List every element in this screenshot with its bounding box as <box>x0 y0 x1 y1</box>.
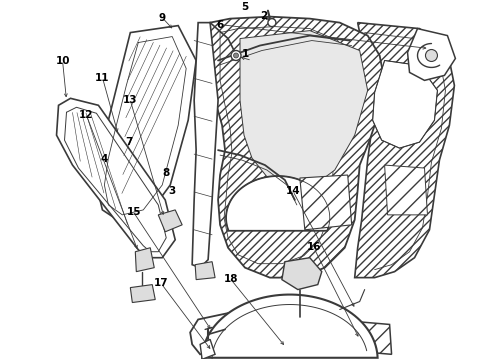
Polygon shape <box>208 17 385 278</box>
Text: 11: 11 <box>95 73 110 83</box>
Polygon shape <box>200 339 215 359</box>
Text: 17: 17 <box>154 278 168 288</box>
Text: 15: 15 <box>126 207 141 217</box>
Text: 12: 12 <box>79 110 94 120</box>
Polygon shape <box>130 285 155 302</box>
Text: 9: 9 <box>158 13 166 23</box>
Polygon shape <box>192 23 218 268</box>
Text: 18: 18 <box>224 274 239 284</box>
Polygon shape <box>135 248 154 272</box>
Text: 4: 4 <box>100 154 108 164</box>
Polygon shape <box>355 23 454 278</box>
Circle shape <box>231 50 241 60</box>
Polygon shape <box>97 26 196 222</box>
Text: 13: 13 <box>123 95 137 105</box>
Text: 2: 2 <box>260 11 267 21</box>
Polygon shape <box>300 175 352 230</box>
Circle shape <box>268 19 276 27</box>
Polygon shape <box>158 210 182 232</box>
Text: 10: 10 <box>56 56 71 66</box>
Text: 1: 1 <box>242 49 248 59</box>
Polygon shape <box>190 307 378 354</box>
Text: 5: 5 <box>242 2 248 12</box>
Polygon shape <box>202 294 378 358</box>
Text: 7: 7 <box>125 138 132 147</box>
Circle shape <box>425 50 438 62</box>
Text: 8: 8 <box>162 168 170 178</box>
Text: 3: 3 <box>168 186 175 196</box>
Polygon shape <box>195 262 215 280</box>
Polygon shape <box>372 60 438 148</box>
Polygon shape <box>408 28 455 80</box>
Polygon shape <box>385 165 427 215</box>
Polygon shape <box>355 321 392 354</box>
Text: 6: 6 <box>216 20 223 30</box>
Polygon shape <box>56 98 175 258</box>
Text: 16: 16 <box>307 242 321 252</box>
Polygon shape <box>240 31 368 188</box>
Polygon shape <box>282 258 322 289</box>
Text: 14: 14 <box>286 186 300 196</box>
Circle shape <box>234 53 239 58</box>
Polygon shape <box>226 176 330 231</box>
